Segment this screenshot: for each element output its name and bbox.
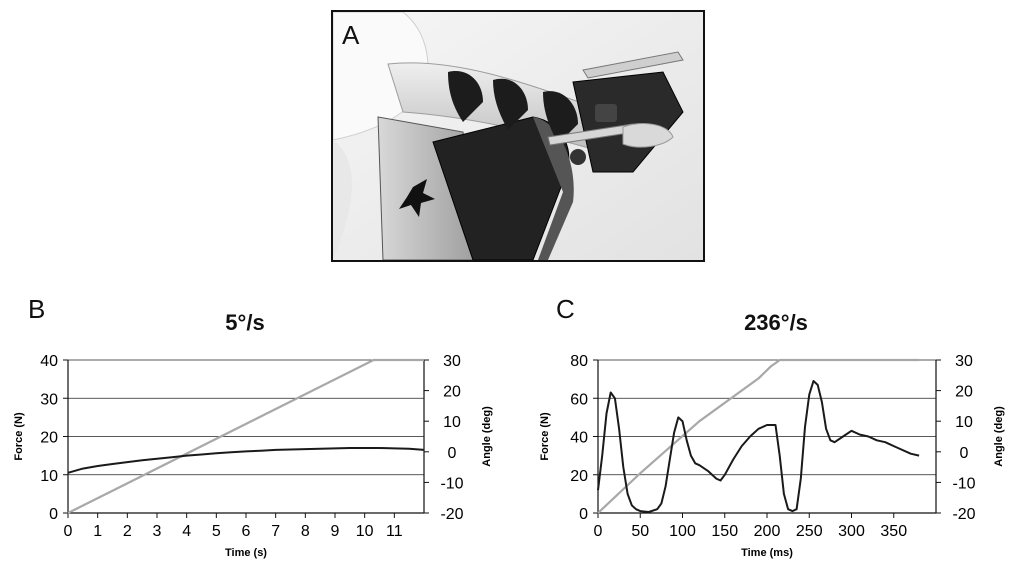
chart-b-x-tick-label: 9 [331,523,340,540]
chart-c-x-tick-label: 300 [838,523,865,540]
chart-c-y2-axis-title: Angle (deg) [993,406,1005,467]
chart-b-y2-tick-label: -20 [440,506,463,523]
panel-letter-b: B [28,294,46,324]
panel-letter-c: C [556,294,575,324]
chart-c-y2-tick-label: 20 [955,384,973,401]
chart-b-x-tick-label: 7 [271,523,280,540]
chart-b-y-tick-label: 0 [49,506,58,523]
chart-b-x-tick-label: 2 [123,523,132,540]
chart-b-y-tick-label: 40 [40,353,58,370]
chart-b-x-tick-label: 6 [242,523,251,540]
chart-c-title: 236°/s [744,310,808,335]
chart-c-y-tick-label: 60 [570,391,588,408]
chart-b: 0 10 20 30 40 -20 -10 0 10 20 30 0 1 2 3 4 5 6 7 8 9 10 11 Time… [13,353,493,559]
chart-b-x-tick-label: 10 [356,523,374,540]
chart-c-x-tick-label: 250 [796,523,823,540]
chart-b-y-tick-label: 10 [40,468,58,485]
chart-c-y2-tick-label: -20 [952,506,975,523]
chart-b-y-tick-label: 20 [40,430,58,447]
chart-c-y2-tick-label: 30 [955,353,973,370]
chart-c-y-tick-label: 80 [570,353,588,370]
chart-c-y-tick-label: 20 [570,468,588,485]
chart-b-x-tick-label: 5 [212,523,221,540]
chart-c-y2-tick-label: -10 [952,475,975,492]
chart-c-x-tick-label: 150 [711,523,738,540]
chart-b-force-line [67,447,425,474]
chart-b-x-tick-label: 0 [64,523,73,540]
chart-c-y2-tick-label: 10 [955,414,973,431]
chart-c-force-line [597,380,920,513]
chart-c-x-tick-label: 0 [594,523,603,540]
chart-b-y2-tick-label: 10 [443,414,461,431]
chart-c-x-tick-label: 200 [754,523,781,540]
chart-b-y2-axis-title: Angle (deg) [481,406,493,467]
chart-b-y-tick-label: 30 [40,391,58,408]
chart-b-y2-tick-label: 20 [443,384,461,401]
chart-c-y-axis-title: Force (N) [539,412,551,461]
device-illustration [333,12,703,260]
chart-c-angle-line [597,358,920,514]
chart-b-angle-line [67,358,424,514]
chart-c-x-tick-label: 50 [631,523,649,540]
chart-b-y2-tick-label: 0 [448,445,457,462]
chart-b-y-axis-title: Force (N) [13,412,25,461]
chart-c-x-axis-title: Time (ms) [741,547,793,559]
panel-letter-a: A [342,20,360,50]
chart-c-y2-tick-label: 0 [960,445,969,462]
chart-b-x-tick-label: 11 [386,523,403,540]
chart-b-x-tick-label: 1 [93,523,102,540]
chart-b-x-axis-title: Time (s) [225,547,267,559]
chart-b-y2-tick-label: -10 [440,475,463,492]
chart-c-y-tick-label: 40 [570,430,588,447]
device-photo [331,10,705,262]
chart-c-x-tick-label: 100 [669,523,696,540]
chart-b-x-tick-label: 8 [301,523,310,540]
chart-c-y-tick-label: 0 [579,506,588,523]
chart-b-x-tick-label: 3 [153,523,162,540]
chart-b-y2-tick-label: 30 [443,353,461,370]
chart-c-x-tick-label: 350 [880,523,907,540]
chart-b-title: 5°/s [225,310,265,335]
chart-b-x-tick-label: 4 [182,523,191,540]
